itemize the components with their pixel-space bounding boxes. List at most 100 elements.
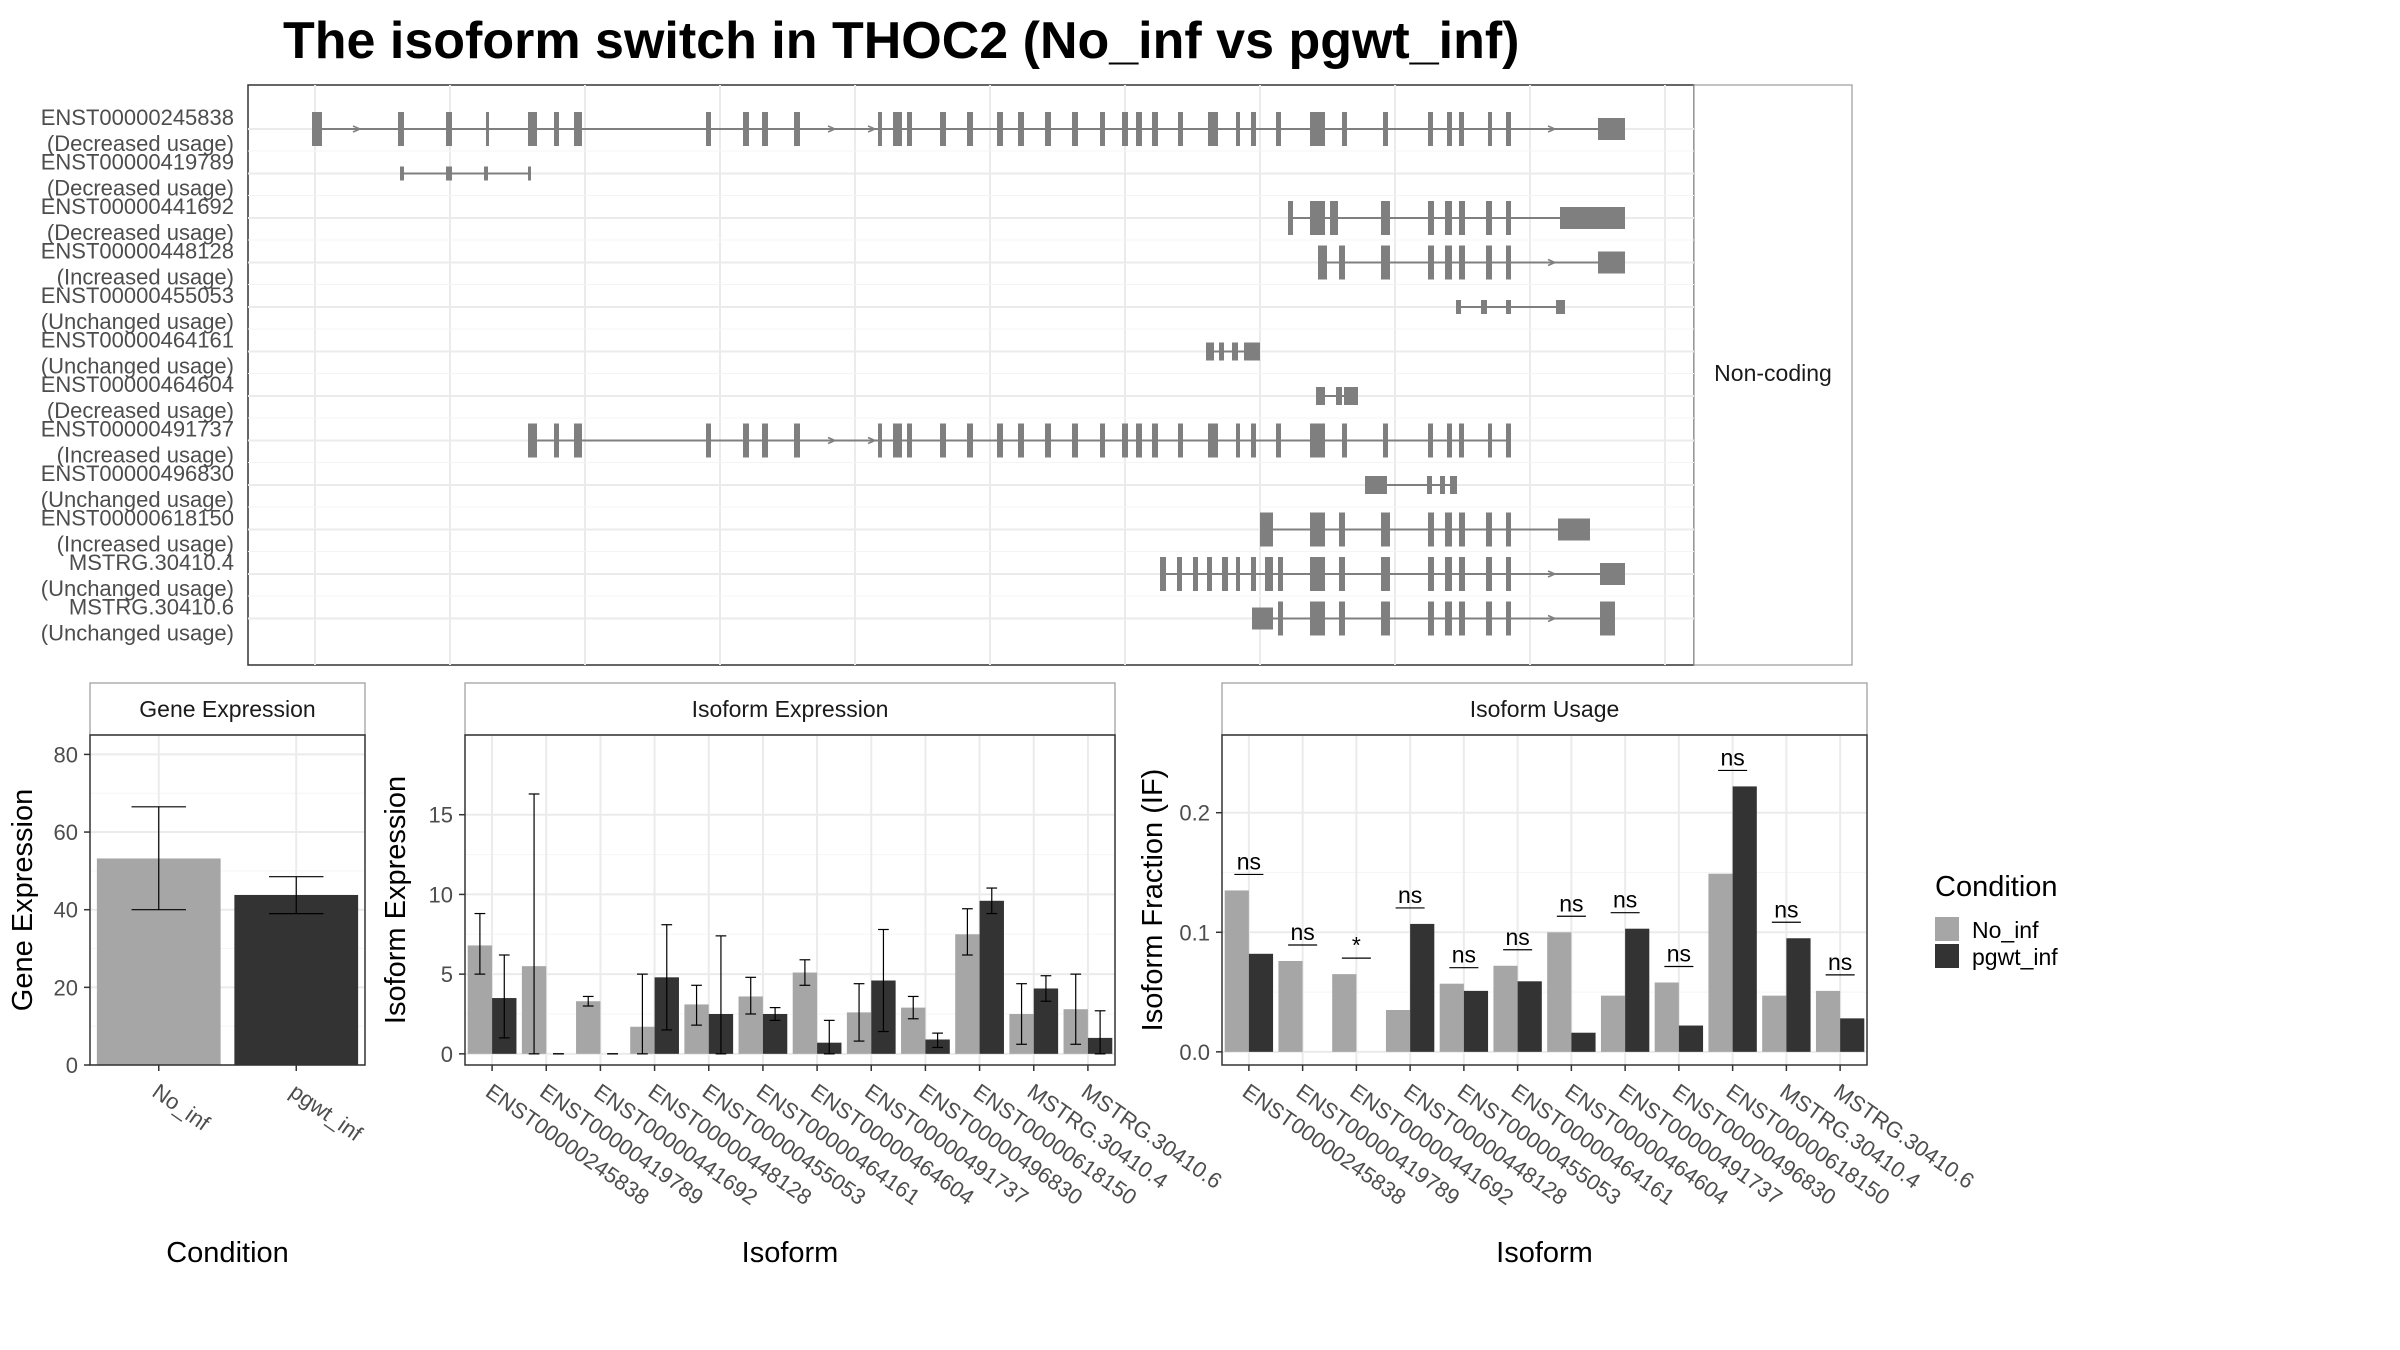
exon-block: [1428, 423, 1433, 458]
exon-block: [1236, 557, 1240, 591]
isoform-usage-panel: Isoform Usage ns ns * ns ns ns ns ns ns ns ns ns 0.0 0…: [1137, 682, 1979, 1269]
x-axis-title: Isoform: [742, 1237, 839, 1269]
exon-block: [1488, 423, 1492, 458]
exon-block: [1310, 112, 1325, 146]
exon-block: [1342, 423, 1347, 458]
exon-block: [1506, 601, 1511, 636]
bar: [1840, 1018, 1865, 1052]
transcript-tracks: [312, 112, 1625, 636]
exon-block: [1336, 387, 1342, 405]
significance-label: ns: [1720, 744, 1744, 770]
y-axis-title: Gene Expression: [7, 789, 39, 1011]
exon-block: [1193, 557, 1198, 591]
exon-block: [997, 112, 1003, 146]
exon-block: [1310, 512, 1325, 547]
transcript-id-label: ENST00000448128: [41, 239, 234, 264]
exon-block: [1160, 557, 1166, 591]
structure-strip: [1693, 84, 1853, 666]
bar: [979, 900, 1004, 1054]
exon-block: [1506, 201, 1511, 235]
exon-block: [484, 166, 488, 181]
exon-block: [1558, 518, 1590, 541]
transcript-id-label: ENST00000455053: [41, 283, 234, 308]
y-tick-label: 80: [54, 742, 78, 767]
transcript-usage-label: (Unchanged usage): [41, 309, 234, 334]
exon-block: [997, 423, 1003, 458]
transcript-usage-label: (Unchanged usage): [41, 487, 234, 512]
bar: [1732, 786, 1757, 1052]
exon-block: [554, 112, 559, 146]
transcript-id-label: ENST00000245838: [41, 105, 234, 130]
structure-strip-label: Non-coding: [1714, 360, 1832, 386]
exon-block: [762, 112, 768, 146]
y-tick-label: 10: [429, 882, 453, 907]
exon-block: [940, 112, 946, 146]
exon-block: [1381, 557, 1390, 591]
exon-block: [1310, 201, 1325, 235]
exon-block: [893, 423, 902, 458]
panel-border: [1221, 734, 1868, 1066]
exon-block: [1310, 601, 1325, 636]
y-tick-label: 0.1: [1179, 920, 1210, 945]
bar: [234, 894, 359, 1065]
isoform-expression-panel: Isoform Expression051015ENST00000245838E…: [380, 682, 1227, 1269]
exon-block: [1072, 112, 1078, 146]
transcript-id-label: ENST00000464604: [41, 372, 234, 397]
bar: [576, 1001, 601, 1054]
exon-block: [1100, 112, 1105, 146]
legend-title: Condition: [1935, 871, 2058, 903]
y-tick-label: 40: [54, 898, 78, 923]
exon-block: [1208, 112, 1218, 146]
exon-block: [706, 112, 711, 146]
bar: [1439, 983, 1464, 1052]
exon-block: [1440, 476, 1445, 494]
exon-block: [1381, 601, 1390, 636]
bar: [1600, 995, 1626, 1052]
strand-arrow: [1547, 570, 1557, 578]
panel-border: [89, 734, 366, 1066]
exon-block: [1447, 423, 1452, 458]
transcript-usage-label: (Decreased usage): [47, 131, 234, 156]
exon-block: [1208, 423, 1218, 458]
gene-expression-panel: Gene Expression 0 20 40 60 80 No_inf pgwt_inf Co…: [7, 682, 368, 1269]
exon-block: [574, 112, 582, 146]
exon-block: [1445, 557, 1452, 591]
exon-block: [762, 423, 768, 458]
exon-block: [1459, 512, 1465, 547]
exon-block: [1486, 601, 1492, 636]
exon-block: [554, 423, 559, 458]
exon-block: [893, 112, 902, 146]
exon-block: [1383, 112, 1388, 146]
x-tick-label: No_inf: [148, 1079, 215, 1136]
exon-block: [1236, 423, 1240, 458]
y-axis-title: Isoform Expression: [380, 776, 412, 1024]
exon-block: [1136, 112, 1142, 146]
condition-legend: Condition No_inf pgwt_inf: [1935, 871, 2058, 970]
x-axis-title: Condition: [166, 1237, 289, 1269]
exon-block: [1445, 201, 1452, 235]
exon-block: [1428, 201, 1434, 235]
exon-block: [1276, 423, 1281, 458]
significance-label: ns: [1613, 887, 1637, 913]
exon-block: [1428, 245, 1434, 280]
exon-block: [878, 423, 882, 458]
exon-block: [1339, 601, 1345, 636]
exon-block: [1310, 423, 1325, 458]
exon-block: [528, 112, 537, 146]
structure-panel-border: [247, 84, 1695, 666]
exon-block: [1506, 245, 1511, 280]
exon-block: [1339, 512, 1345, 547]
transcript-id-label: ENST00000464161: [41, 328, 234, 353]
exon-block: [1506, 557, 1511, 591]
transcript-id-label: MSTRG.30410.6: [69, 595, 234, 620]
exon-block: [1381, 201, 1390, 235]
y-tick-label: 0: [66, 1053, 78, 1078]
transcript-usage-label: (Unchanged usage): [41, 576, 234, 601]
facet-strip-title: Gene Expression: [139, 696, 315, 722]
transcript-id-label: MSTRG.30410.4: [69, 550, 234, 575]
exon-block: [1459, 245, 1465, 280]
exon-block: [1445, 245, 1452, 280]
exon-block: [446, 166, 452, 181]
significance-label: ns: [1774, 896, 1798, 922]
